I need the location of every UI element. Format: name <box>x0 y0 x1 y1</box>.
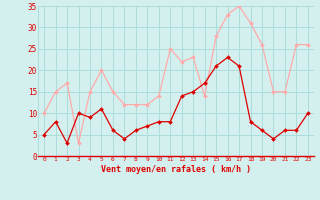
X-axis label: Vent moyen/en rafales ( km/h ): Vent moyen/en rafales ( km/h ) <box>101 165 251 174</box>
